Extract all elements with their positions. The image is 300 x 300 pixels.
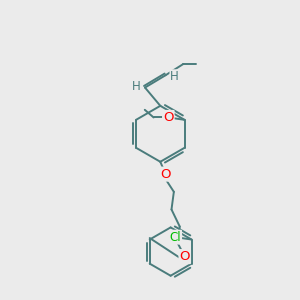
Text: O: O (160, 168, 171, 181)
Text: Cl: Cl (169, 231, 181, 244)
Text: O: O (163, 111, 174, 124)
Text: H: H (132, 80, 140, 94)
Text: H: H (170, 70, 179, 83)
Text: O: O (179, 250, 190, 263)
